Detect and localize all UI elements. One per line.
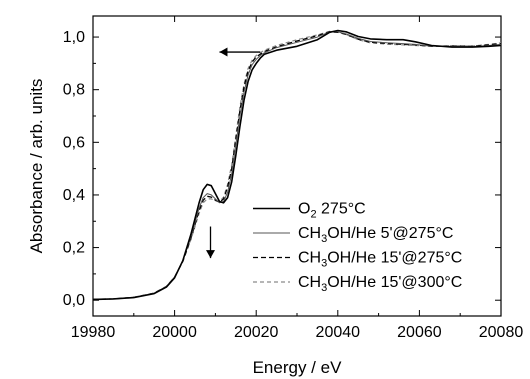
y-axis-title: Absorbance / arb. units bbox=[27, 79, 46, 254]
y-tick-label: 0,6 bbox=[63, 134, 85, 151]
y-axis-ticks: 0,0 0,2 0,4 0,6 0,8 1,0 bbox=[63, 29, 501, 309]
legend-label: CH3OH/He 15'@275°C bbox=[298, 250, 462, 270]
legend-label: CH3OH/He 15'@300°C bbox=[298, 274, 462, 294]
x-tick-label: 20020 bbox=[234, 324, 279, 341]
annotation-arrow-head bbox=[206, 250, 216, 259]
legend-label: CH3OH/He 5'@275°C bbox=[298, 225, 453, 245]
legend: O2 275°C CH3OH/He 5'@275°C CH3OH/He 15'@27… bbox=[253, 201, 462, 294]
annotations bbox=[206, 47, 261, 259]
y-tick-label: 0,8 bbox=[63, 82, 85, 99]
y-tick-label: 0,0 bbox=[63, 292, 85, 309]
y-tick-label: 0,2 bbox=[63, 240, 85, 257]
x-tick-label: 19980 bbox=[71, 324, 116, 341]
legend-label: O2 275°C bbox=[298, 201, 366, 221]
annotation-arrow-head bbox=[219, 47, 228, 57]
x-tick-label: 20000 bbox=[152, 324, 197, 341]
x-tick-label: 20060 bbox=[397, 324, 442, 341]
x-tick-label: 20080 bbox=[479, 324, 524, 341]
plot-frame bbox=[92, 15, 502, 317]
x-axis-ticks: 19980 20000 20020 20040 20060 20080 bbox=[71, 16, 524, 341]
x-tick-label: 20040 bbox=[316, 324, 361, 341]
series-line bbox=[92, 29, 502, 301]
y-tick-label: 0,4 bbox=[63, 187, 85, 204]
x-axis-title: Energy / eV bbox=[253, 358, 342, 377]
series-layer bbox=[92, 29, 502, 301]
y-tick-label: 1,0 bbox=[63, 29, 85, 46]
